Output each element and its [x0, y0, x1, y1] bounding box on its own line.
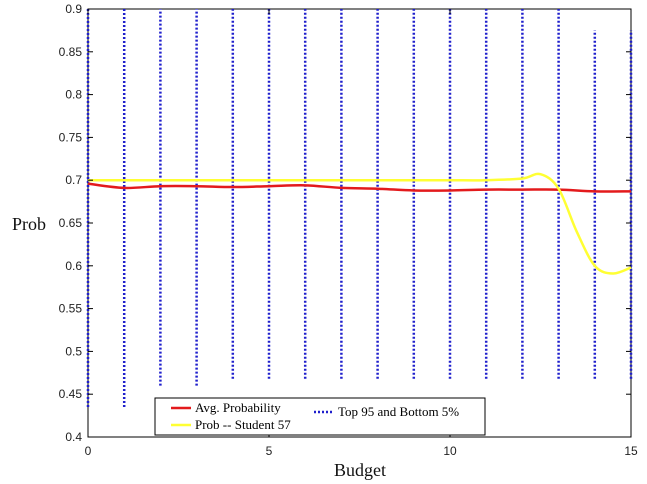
y-tick-label: 0.55	[59, 302, 83, 316]
series-lines	[87, 172, 632, 275]
y-tick-label: 0.9	[65, 2, 82, 16]
y-tick-label: 0.45	[59, 387, 83, 401]
y-tick-label: 0.8	[65, 88, 82, 102]
y-tick-label: 0.6	[65, 259, 82, 273]
series-line	[87, 182, 632, 193]
x-axis-label: Budget	[334, 460, 386, 480]
series-line	[87, 172, 632, 275]
x-axis-ticks: 0 5 10 15	[85, 9, 638, 458]
legend-box	[154, 397, 486, 436]
plot-frame	[87, 8, 632, 438]
x-tick-label: 5	[266, 444, 273, 458]
legend-label-avg: Avg. Probability	[195, 400, 281, 415]
legend-label-student: Prob -- Student 57	[195, 417, 291, 432]
y-tick-label: 0.65	[59, 216, 83, 230]
y-tick-label: 0.75	[59, 130, 83, 144]
plot-area	[87, 8, 632, 438]
legend: Avg. Probability Prob -- Student 57 Top …	[154, 397, 486, 436]
x-tick-label: 10	[443, 444, 457, 458]
y-tick-label: 0.5	[65, 344, 82, 358]
interval-lines	[86, 9, 633, 408]
y-axis-label: Prob	[12, 214, 46, 234]
y-tick-label: 0.85	[59, 45, 83, 59]
y-tick-label: 0.7	[65, 173, 82, 187]
y-axis-ticks: 0.4 0.45 0.5 0.55 0.6 0.65 0.7 0.75 0.8 0.85 0.9	[59, 2, 631, 444]
x-tick-label: 0	[85, 444, 92, 458]
y-tick-label: 0.4	[65, 430, 82, 444]
legend-label-interval: Top 95 and Bottom 5%	[338, 404, 459, 419]
x-tick-label: 15	[624, 444, 638, 458]
